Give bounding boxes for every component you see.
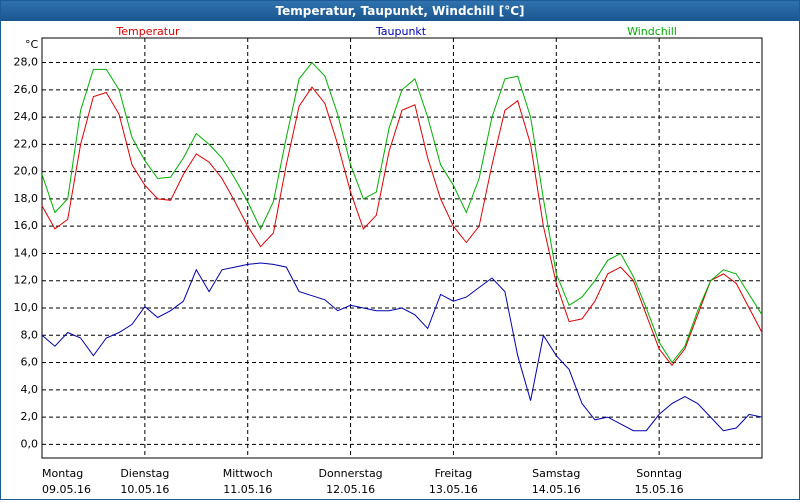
legend-entry: Windchill (627, 25, 677, 38)
x-tick-label: Donnerstag (318, 467, 382, 480)
y-tick-label: 14,0 (14, 246, 39, 259)
y-tick-label: 22,0 (14, 137, 39, 150)
plot-area (41, 37, 763, 459)
x-tick-label: Sonntag (636, 467, 682, 480)
y-tick-label: 4,0 (21, 383, 39, 396)
y-tick-label: 26,0 (14, 83, 39, 96)
x-tick-label: Mittwoch (223, 467, 273, 480)
series-line (41, 61, 763, 364)
y-tick-label: 20,0 (14, 165, 39, 178)
series-line (41, 262, 763, 432)
x-tick-date: 13.05.16 (429, 483, 478, 496)
y-tick-label: 0,0 (21, 437, 39, 450)
x-tick-date: 09.05.16 (42, 483, 91, 496)
y-tick-label: 24,0 (14, 110, 39, 123)
x-tick-date: 14.05.16 (532, 483, 581, 496)
chart: °C 0,0 2,0 4,0 6,0 8,0 10,0 12,0 14,0 16,0 18,0 20,… (14, 25, 763, 496)
legend-entry: Temperatur (115, 25, 180, 38)
x-tick-label: Samstag (532, 467, 580, 480)
x-tick-label: Dienstag (120, 467, 169, 480)
x-tick-date: 10.05.16 (120, 483, 169, 496)
y-tick-label: 18,0 (14, 192, 39, 205)
y-tick-label: 10,0 (14, 301, 39, 314)
y-tick-label: 8,0 (21, 328, 39, 341)
y-tick-label: 12,0 (14, 274, 39, 287)
x-tick-label: Montag (42, 467, 83, 480)
series-line (41, 86, 763, 367)
y-unit: °C (25, 38, 39, 51)
x-tick-date: 11.05.16 (223, 483, 272, 496)
legend-entry: Taupunkt (375, 25, 427, 38)
title-bar: Temperatur, Taupunkt, Windchill [°C] (1, 1, 799, 21)
y-tick-label: 6,0 (21, 356, 39, 369)
x-tick-label: Freitag (435, 467, 473, 480)
y-tick-label: 16,0 (14, 219, 39, 232)
y-tick-label: 2,0 (21, 410, 39, 423)
x-tick-date: 15.05.16 (635, 483, 684, 496)
x-tick-date: 12.05.16 (326, 483, 375, 496)
y-tick-label: 28,0 (14, 56, 39, 69)
